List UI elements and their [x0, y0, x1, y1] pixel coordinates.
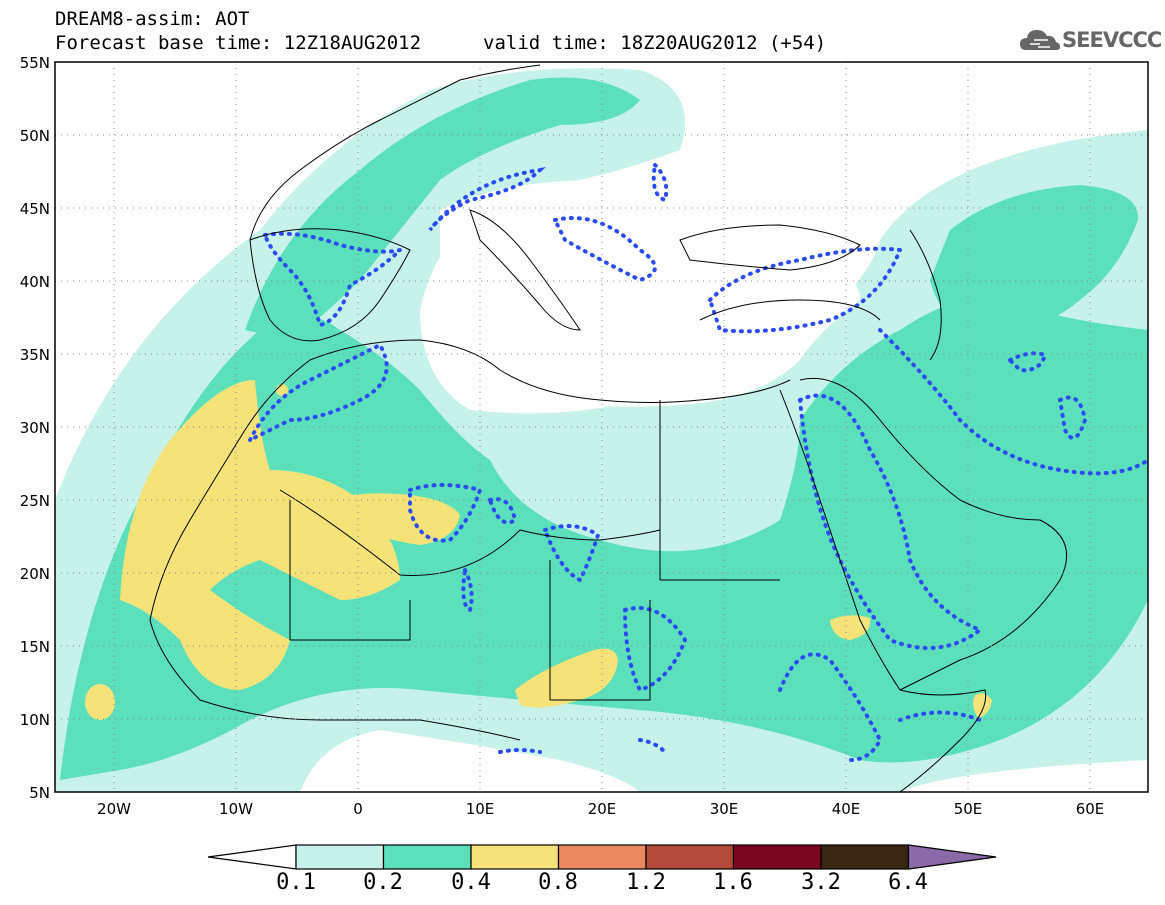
aot-band-medium-caspian	[930, 185, 1139, 340]
lat-label: 55N	[19, 54, 50, 72]
contour-lines	[245, 160, 1148, 762]
contour-anatolia	[707, 246, 903, 334]
colorbar-swatch-4	[557, 844, 647, 870]
lat-label: 20N	[19, 565, 50, 583]
map-frame	[54, 61, 1149, 793]
colorbar-label: 0.4	[451, 870, 491, 895]
lat-label: 15N	[19, 638, 50, 656]
colorbar-label: 3.2	[801, 870, 841, 895]
lat-label: 35N	[19, 346, 50, 364]
lon-label: 30E	[709, 800, 739, 818]
aot-band-high-chad	[515, 648, 618, 708]
colorbar-label: 0.1	[276, 870, 316, 895]
contour-horn	[898, 710, 982, 722]
lon-label: 50E	[953, 800, 983, 818]
contour-iran	[878, 328, 1148, 476]
coast-horn	[899, 689, 987, 792]
contour-cameroon	[638, 738, 667, 754]
clear-east	[900, 760, 1148, 792]
lon-label: 10W	[219, 800, 253, 818]
aot-band-medium	[60, 298, 1148, 780]
aot-band-high-eritrea	[830, 615, 871, 640]
aot-band-high-somalia	[973, 693, 992, 718]
lon-label: 20W	[97, 800, 131, 818]
contour-libya	[487, 497, 518, 525]
map-title: DREAM8-assim: AOT	[55, 8, 250, 30]
contour-tibesti	[542, 524, 601, 583]
lat-label: 5N	[29, 784, 50, 802]
border-sudan	[549, 560, 651, 701]
colorbar-swatch-6	[732, 844, 822, 870]
contour-morocco	[245, 342, 389, 445]
aot-field	[55, 68, 1148, 792]
colorbar-swatch-over	[907, 844, 997, 870]
lat-label: 25N	[19, 492, 50, 510]
lat-label: 45N	[19, 200, 50, 218]
aot-band-high-guinea	[85, 684, 115, 720]
border-sahara	[279, 489, 661, 576]
colorbar-swatch-3	[470, 844, 560, 870]
colorbar-label: 0.2	[363, 870, 403, 895]
lon-label: 40E	[831, 800, 861, 818]
cloud-icon	[1020, 30, 1060, 50]
clear-mediterranean	[440, 180, 860, 407]
coastlines	[149, 64, 1068, 792]
contour-niger	[461, 563, 474, 613]
coast-turkey	[699, 299, 881, 321]
lat-label: 30N	[19, 419, 50, 437]
coast-caspian	[909, 229, 942, 361]
lon-label: 20E	[587, 800, 617, 818]
colorbar-label: 1.2	[626, 870, 666, 895]
coast-arabia	[799, 377, 1068, 691]
aot-band-medium-north	[245, 77, 640, 340]
contour-romania	[651, 160, 669, 203]
lon-label: 60E	[1075, 800, 1105, 818]
valid-time: valid time: 18Z20AUG2012 (+54)	[483, 32, 827, 54]
lon-label: 10E	[465, 800, 495, 818]
graticule	[55, 62, 1148, 792]
colorbar-label: 1.6	[713, 870, 753, 895]
contour-darfur	[622, 606, 688, 693]
colorbar-label: 0.8	[538, 870, 578, 895]
logo-text: SEEVCCC	[1062, 28, 1162, 52]
contour-balkans	[552, 216, 657, 283]
coast-red-sea	[779, 389, 901, 691]
contour-ethiopia	[778, 652, 883, 762]
coast-black-sea	[679, 224, 861, 271]
colorbar	[207, 844, 997, 870]
contour-iberia	[262, 231, 407, 328]
coast-europe-north	[249, 64, 541, 241]
aot-band-high-west-sahara	[120, 380, 400, 690]
coast-italy	[469, 209, 581, 331]
colorbar-swatch-7	[820, 844, 910, 870]
coast-north-africa	[244, 339, 791, 431]
contour-france	[428, 167, 546, 232]
contour-algeria	[408, 483, 483, 543]
aot-band-high-algeria	[330, 493, 460, 545]
forecast-base-time: Forecast base time: 12Z18AUG2012	[55, 32, 422, 54]
colorbar-swatch-2	[382, 844, 472, 870]
border-egypt	[659, 400, 780, 581]
colorbar-swatch-5	[645, 844, 735, 870]
lon-label: 0	[353, 800, 363, 818]
colorbar-swatch-under	[207, 844, 297, 870]
border-mali	[289, 500, 411, 641]
lat-label: 40N	[19, 273, 50, 291]
colorbar-swatch-1	[295, 844, 385, 870]
contour-zagros	[1057, 395, 1088, 440]
contour-arabia	[797, 393, 985, 650]
clear-south	[300, 730, 640, 792]
coast-iberia	[249, 228, 411, 342]
colorbar-label: 6.4	[888, 870, 928, 895]
lat-label: 10N	[19, 711, 50, 729]
coast-west-africa	[149, 429, 521, 741]
lat-label: 50N	[19, 127, 50, 145]
